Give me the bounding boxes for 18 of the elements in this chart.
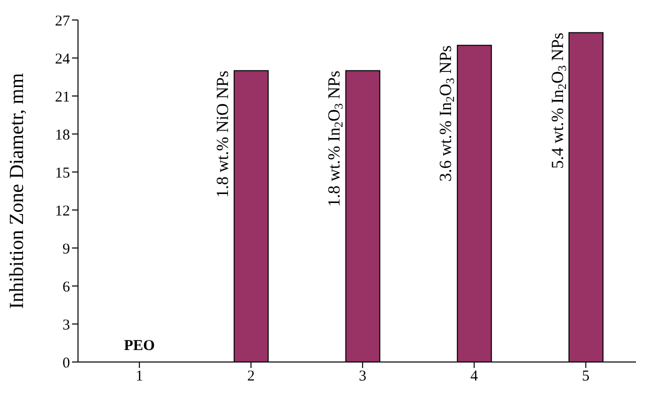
y-tick-label: 3 <box>62 317 70 334</box>
x-tick-label: 3 <box>358 368 366 385</box>
y-tick-label: 24 <box>55 51 70 68</box>
annotation: 1.8 wt.% NiO NPs <box>212 70 232 198</box>
y-axis-title: Inhibition Zone Diametr, mm <box>6 72 28 309</box>
annotation: PEO <box>124 338 155 354</box>
y-tick-label: 27 <box>55 13 70 30</box>
x-tick-label: 1 <box>136 368 144 385</box>
y-tick-label: 6 <box>62 279 70 296</box>
y-tick-label: 21 <box>55 89 70 106</box>
y-tick-label: 12 <box>55 203 70 220</box>
x-tick-label: 4 <box>470 368 478 385</box>
y-tick-label: 0 <box>62 355 70 372</box>
x-tick-label: 5 <box>582 368 590 385</box>
y-tick-label: 15 <box>55 165 70 182</box>
y-tick-label: 9 <box>62 241 70 258</box>
y-tick-label: 18 <box>55 127 70 144</box>
x-tick-label: 2 <box>247 368 255 385</box>
